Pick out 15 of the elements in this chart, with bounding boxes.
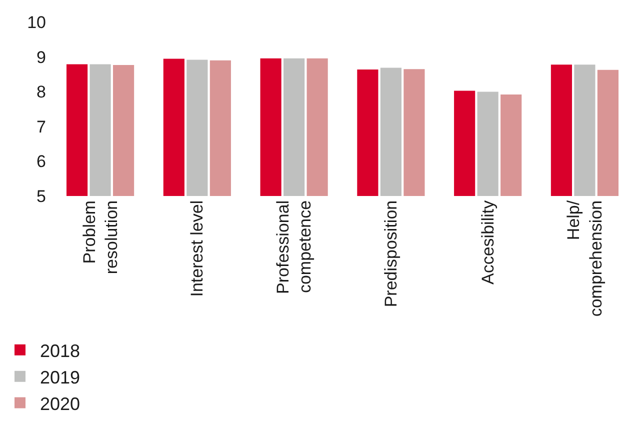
x-tick-label: Professional competence (274, 200, 315, 294)
x-tick-label: Help/ comprehension (564, 200, 606, 317)
legend-label: 2020 (40, 394, 80, 414)
y-tick-label: 5 (36, 186, 46, 206)
legend-label: 2018 (40, 340, 80, 361)
y-tick-label: 6 (36, 152, 46, 172)
x-tick-label: Interest level (188, 200, 207, 297)
x-tick-label: Accesibility (478, 200, 498, 284)
x-tick-label: Problem resolution (80, 200, 121, 274)
x-tick-label: Predisposition (381, 200, 400, 308)
legend-label: 2019 (40, 367, 80, 388)
y-tick-label: 8 (36, 82, 46, 102)
y-tick-label: 10 (27, 12, 46, 32)
y-tick-label: 7 (36, 117, 46, 136)
y-tick-label: 9 (36, 48, 46, 67)
